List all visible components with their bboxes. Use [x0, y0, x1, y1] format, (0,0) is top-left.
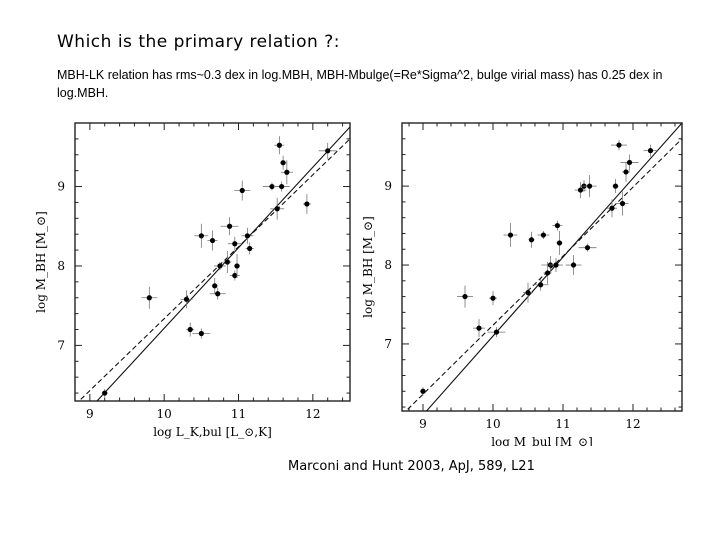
chart-0-point — [274, 206, 280, 212]
chart-0-point — [284, 169, 290, 175]
chart-0-point — [183, 296, 190, 302]
chart-0-xtick-label: 9 — [86, 407, 94, 421]
chart-0-point — [198, 330, 204, 337]
chart-0-point — [232, 241, 238, 247]
chart-1-ytick-label: 7 — [384, 337, 392, 351]
chart-1-point — [612, 183, 619, 189]
chart-0-point — [209, 237, 216, 244]
chart-0-group: 9 10 11 12 7 8 9 log L_K,bul [L_⊙,K] log M_BH [M… — [34, 122, 351, 439]
chart-1-point — [493, 329, 500, 335]
chart-1-point — [525, 290, 531, 296]
chart-1-point — [623, 169, 629, 175]
chart-1-point — [609, 205, 615, 211]
chart-0-point — [279, 183, 285, 190]
chart-1-group: 9 10 11 12 7 8 9 log M_bul [M_⊙] log M_BH [M_⊙] — [361, 122, 683, 446]
chart-0-point — [102, 390, 108, 396]
chart-0-point — [280, 160, 286, 166]
chart-1-xtick-label: 12 — [625, 417, 640, 431]
chart-0-frame — [74, 122, 351, 402]
chart-1-xtick-label: 11 — [555, 417, 570, 431]
chart-0-xtick-label: 10 — [157, 407, 172, 421]
chart-0-point — [247, 245, 253, 252]
chart-0-xtick-label: 11 — [231, 407, 246, 421]
chart-0-fit-line-dashed — [78, 138, 350, 401]
chart-1-point — [647, 148, 654, 154]
chart-0-point — [198, 233, 204, 239]
chart-0-point — [217, 263, 223, 269]
chart-1-point — [616, 142, 622, 148]
chart-1-point — [545, 270, 551, 276]
chart-0-point — [212, 283, 218, 289]
chart-1-point — [462, 293, 468, 300]
chart-0-ytick-label: 8 — [57, 259, 65, 273]
chart-0-point — [224, 259, 230, 265]
chart-0-ytick-label: 9 — [57, 180, 65, 194]
chart-0-xtick-label: 12 — [305, 407, 320, 421]
chart-0-point — [146, 295, 152, 301]
chart-0-fit-line-solid — [96, 126, 350, 401]
chart-1-point — [540, 232, 546, 238]
chart-0-ylabel: log M_BH [M_⊙] — [34, 211, 48, 313]
chart-1-xlabel: log M_bul [M_⊙] — [491, 435, 593, 446]
chart-1-ytick-label: 9 — [384, 179, 392, 193]
chart-1-point — [619, 200, 626, 207]
slide-paragraph: MBH-LK relation has rms~0.3 dex in log.M… — [57, 68, 663, 100]
chart-1-ylabel: log M_BH [M_⊙] — [361, 216, 375, 318]
chart-1-point — [490, 295, 496, 301]
chart-1-fit-line-dashed — [405, 138, 682, 411]
chart-0-ytick-label: 7 — [57, 338, 65, 352]
chart-0-point — [304, 201, 310, 207]
chart-1-xtick-label: 10 — [485, 417, 500, 431]
chart-0-point — [276, 142, 282, 148]
chart-1-point — [556, 240, 563, 246]
chart-1-xtick-label: 9 — [419, 417, 427, 431]
plot-left-lk-relation: 9 10 11 12 7 8 9 log L_K,bul [L_⊙,K] log M_BH [M… — [34, 122, 351, 439]
chart-1-frame — [401, 122, 683, 412]
chart-0-point — [232, 272, 238, 279]
chart-1-point — [584, 245, 591, 251]
chart-0-point — [234, 263, 240, 269]
chart-1-fit-line-solid — [425, 123, 682, 411]
chart-0-point — [239, 187, 245, 194]
chart-1-point — [538, 282, 544, 288]
chart-1-point — [553, 262, 559, 268]
chart-0-point — [269, 183, 275, 190]
chart-1-point — [476, 325, 482, 331]
chart-1-point — [507, 232, 514, 238]
chart-0-point — [325, 148, 331, 154]
chart-0-xlabel: log L_K,bul [L_⊙,K] — [153, 425, 272, 439]
chart-1-ytick-label: 8 — [384, 258, 392, 272]
chart-0-point — [187, 326, 193, 333]
chart-0-point — [215, 291, 221, 297]
chart-0-point — [244, 233, 251, 239]
chart-1-point — [626, 159, 633, 166]
chart-1-point — [577, 187, 584, 193]
chart-1-point — [528, 237, 535, 243]
slide-title: Which is the primary relation ?: — [57, 32, 340, 52]
citation-caption: Marconi and Hunt 2003, ApJ, 589, L21 — [288, 459, 535, 474]
chart-0-point — [226, 223, 233, 229]
chart-1-point — [554, 222, 560, 229]
chart-1-point — [420, 388, 426, 394]
chart-1-point — [587, 183, 593, 189]
chart-1-point — [570, 262, 577, 268]
plot-right-mbul-relation: 9 10 11 12 7 8 9 log M_bul [M_⊙] log M_BH [M_⊙] — [361, 122, 683, 446]
